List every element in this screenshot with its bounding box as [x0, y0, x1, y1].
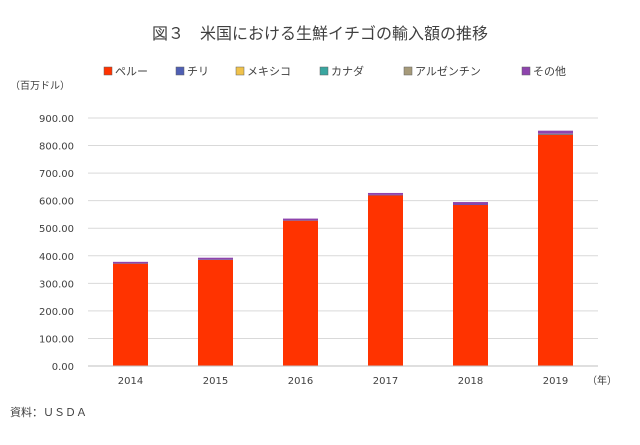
bar-segment-5	[113, 261, 148, 264]
bar-segment-1	[368, 194, 403, 196]
x-tick-label: 2015	[203, 376, 228, 387]
gridlines	[88, 117, 598, 339]
bar-stack-2018	[453, 202, 488, 366]
y-tick-label: 400.00	[39, 252, 74, 263]
x-tick-label: 2019	[543, 376, 568, 387]
bar-segment-5	[453, 202, 488, 205]
bar-segment-0	[198, 259, 233, 366]
bar-stack-2014	[113, 261, 148, 366]
y-tick-label: 700.00	[39, 169, 74, 180]
x-tick-label: 2017	[373, 376, 398, 387]
bar-segment-5	[538, 130, 573, 134]
y-tick-label: 100.00	[39, 334, 74, 345]
y-axis-label: （百万ドル）	[10, 80, 70, 92]
bar-segment-1	[538, 134, 573, 135]
y-tick-label: 900.00	[39, 114, 74, 125]
legend-label: ペルー	[115, 65, 148, 78]
y-tick-label: 300.00	[39, 279, 74, 290]
bar-segment-0	[113, 263, 148, 366]
bar-stack-2016	[283, 218, 318, 366]
y-tick-label: 200.00	[39, 307, 74, 318]
bar-segment-4	[538, 133, 573, 135]
legend-label: カナダ	[331, 64, 364, 78]
x-tick-label: 2016	[288, 376, 313, 387]
chart-title: 図３ 米国における生鮮イチゴの輸入額の推移	[152, 24, 488, 43]
bar-stack-2017	[368, 192, 403, 366]
x-axis-ticks: 2014 2015 2016 2017 2018 2019	[118, 376, 568, 387]
y-tick-label: 800.00	[39, 142, 74, 153]
bar-stack-2015	[198, 257, 233, 366]
legend-label: その他	[533, 65, 566, 78]
bar-segment-5	[198, 257, 233, 260]
legend-swatch	[521, 66, 531, 76]
legend-label: メキシコ	[247, 65, 291, 78]
legend: ペルー チリ メキシコ カナダ アルゼンチン その他	[103, 64, 566, 78]
bar-segment-0	[368, 195, 403, 366]
legend-swatch	[175, 66, 185, 76]
bar-segment-0	[453, 204, 488, 366]
bar-segment-1	[453, 204, 488, 206]
bar-segment-3	[538, 133, 573, 135]
x-axis-label: （年）	[587, 374, 617, 387]
x-tick-label: 2018	[458, 376, 483, 387]
bar-segment-1	[198, 259, 233, 260]
source-note: 資料：ＵＳＤＡ	[10, 405, 87, 419]
bar-segment-1	[283, 220, 318, 221]
bar-segment-5	[283, 218, 318, 221]
y-tick-label: 500.00	[39, 224, 74, 235]
legend-swatch	[403, 66, 413, 76]
legend-swatch	[235, 66, 245, 76]
bars	[113, 130, 573, 366]
legend-label: チリ	[187, 65, 209, 78]
bar-segment-5	[368, 192, 403, 195]
x-tick-label: 2014	[118, 376, 143, 387]
legend-swatch	[103, 66, 113, 76]
bar-segment-0	[538, 134, 573, 366]
y-axis-ticks: 0.00 100.00 200.00 300.00 400.00 500.00 600.00…	[39, 114, 74, 373]
legend-swatch	[319, 66, 329, 76]
legend-label: アルゼンチン	[415, 65, 481, 78]
bar-segment-0	[283, 220, 318, 366]
y-tick-label: 600.00	[39, 197, 74, 208]
bar-stack-2019	[538, 130, 573, 366]
y-tick-label: 0.00	[52, 362, 74, 373]
bar-segment-1	[113, 263, 148, 264]
